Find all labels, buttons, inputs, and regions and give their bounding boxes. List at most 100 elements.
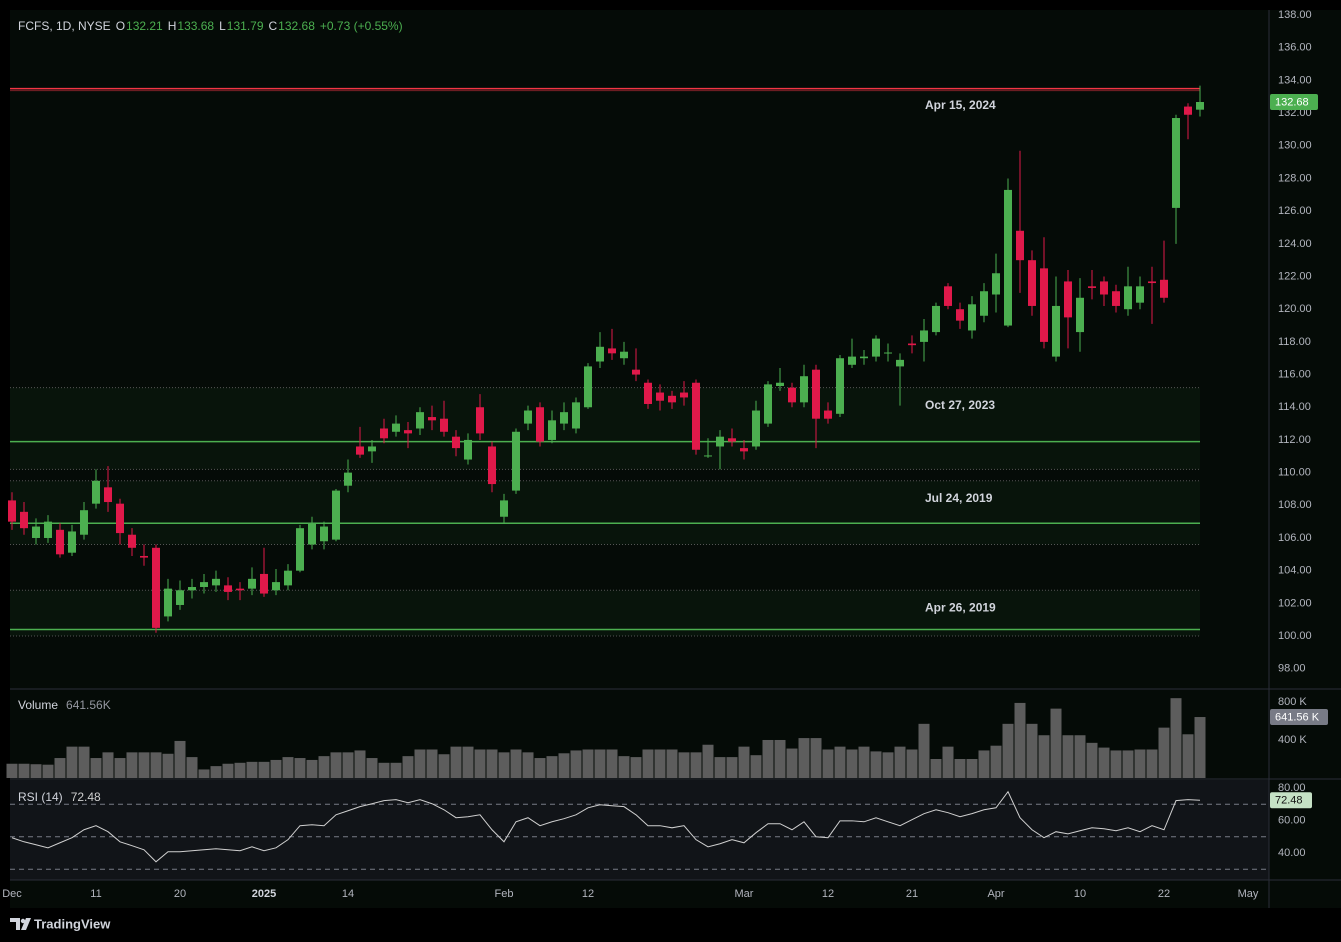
volume-bar <box>390 762 402 778</box>
candle-body <box>932 305 940 333</box>
change-value: +0.73 (+0.55%) <box>319 19 403 33</box>
brand-name: TradingView <box>34 916 111 931</box>
volume-bar <box>438 754 450 778</box>
y-tick-label: 104.00 <box>1278 565 1312 577</box>
x-tick-label: 2025 <box>252 888 276 900</box>
candle-body <box>596 346 604 362</box>
volume-bar <box>1062 735 1074 778</box>
x-tick-label: 20 <box>174 888 186 900</box>
candle-body <box>236 588 244 591</box>
y-tick-label: 60.00 <box>1278 814 1306 826</box>
candle-body <box>320 526 328 542</box>
volume-bar <box>978 750 990 778</box>
level-label: Apr 26, 2019 <box>925 600 996 614</box>
x-tick-label: 22 <box>1158 888 1170 900</box>
volume-bar <box>990 745 1002 778</box>
candle-body <box>980 291 988 316</box>
volume-bar <box>498 752 510 778</box>
volume-bar <box>666 749 678 778</box>
rsi-value: 72.48 <box>70 790 101 804</box>
level-label: Apr 15, 2024 <box>925 98 996 112</box>
volume-bar <box>1170 698 1182 778</box>
y-tick-label: 136.00 <box>1278 42 1312 54</box>
candle-body <box>812 369 820 419</box>
volume-bar <box>198 769 210 778</box>
high-label: H <box>167 19 177 33</box>
x-tick-label: 10 <box>1074 888 1086 900</box>
candle-body <box>584 366 592 408</box>
candle-body <box>248 578 256 589</box>
candle-body <box>212 578 220 586</box>
volume-bar <box>750 755 762 778</box>
candle-body <box>740 448 748 452</box>
candle-body <box>1052 305 1060 357</box>
candle-body <box>332 490 340 540</box>
volume-bar <box>858 746 870 778</box>
volume-bar <box>270 759 282 778</box>
volume-bar <box>54 758 66 778</box>
candle-body <box>524 410 532 424</box>
candle-body <box>140 555 148 558</box>
symbol: FCFS, 1D, NYSE <box>18 19 111 33</box>
y-tick-label: 80.00 <box>1278 782 1306 794</box>
candle-body <box>260 573 268 594</box>
value-tag-label: 132.68 <box>1275 96 1309 108</box>
candle-body <box>176 590 184 605</box>
volume-bar <box>342 752 354 778</box>
y-tick-label: 122.00 <box>1278 270 1312 282</box>
y-tick-label: 116.00 <box>1278 368 1311 380</box>
candle-body <box>1112 291 1120 306</box>
candle-body <box>44 521 52 538</box>
y-tick-label: 114.00 <box>1278 401 1311 413</box>
volume-bar <box>1122 750 1134 778</box>
low-label: L <box>219 19 226 33</box>
volume-bar <box>954 758 966 778</box>
candle-body <box>704 455 712 457</box>
volume-bar <box>1110 750 1122 778</box>
candle-body <box>1004 189 1012 326</box>
candle-body <box>956 309 964 321</box>
candle-body <box>356 446 364 455</box>
y-tick-label: 112.00 <box>1278 434 1311 446</box>
y-tick-label: 108.00 <box>1278 499 1312 511</box>
candle-body <box>80 510 88 535</box>
candle-body <box>368 446 376 452</box>
candle-body <box>728 438 736 442</box>
y-tick-label: 102.00 <box>1278 597 1312 609</box>
candle-body <box>1100 281 1108 295</box>
value-tag-label: 641.56 K <box>1275 711 1320 723</box>
close-label: C <box>268 19 278 33</box>
candle-body <box>92 480 100 504</box>
volume-bar <box>318 756 330 778</box>
high-value: 133.68 <box>177 19 215 33</box>
candle-body <box>1028 260 1036 306</box>
level-label: Jul 24, 2019 <box>925 491 993 505</box>
candle-body <box>1016 230 1024 261</box>
candle-body <box>1184 106 1192 115</box>
footer-bar <box>0 908 1341 942</box>
volume-bar <box>786 748 798 778</box>
candle-body <box>644 382 652 404</box>
volume-bar <box>138 752 150 778</box>
candle-body <box>272 582 280 591</box>
volume-bar <box>906 749 918 778</box>
y-tick-label: 124.00 <box>1278 238 1312 250</box>
volume-bar <box>570 750 582 778</box>
rsi-title: RSI (14) <box>18 790 63 804</box>
volume-bar <box>378 762 390 778</box>
value-tag <box>1270 792 1312 809</box>
candle-body <box>500 500 508 517</box>
volume-bar <box>486 749 498 778</box>
volume-bar <box>678 752 690 778</box>
volume-bar <box>210 766 222 778</box>
rsi-line <box>11 790 1201 863</box>
volume-bar <box>642 749 654 778</box>
candle-body <box>116 503 124 534</box>
volume-bar <box>690 752 702 778</box>
volume-bar <box>1098 747 1110 778</box>
close-value: 132.68 <box>278 19 315 33</box>
candle-body <box>824 410 832 419</box>
volume-bar <box>1050 708 1062 778</box>
candle-body <box>872 338 880 357</box>
candle-body <box>920 330 928 342</box>
